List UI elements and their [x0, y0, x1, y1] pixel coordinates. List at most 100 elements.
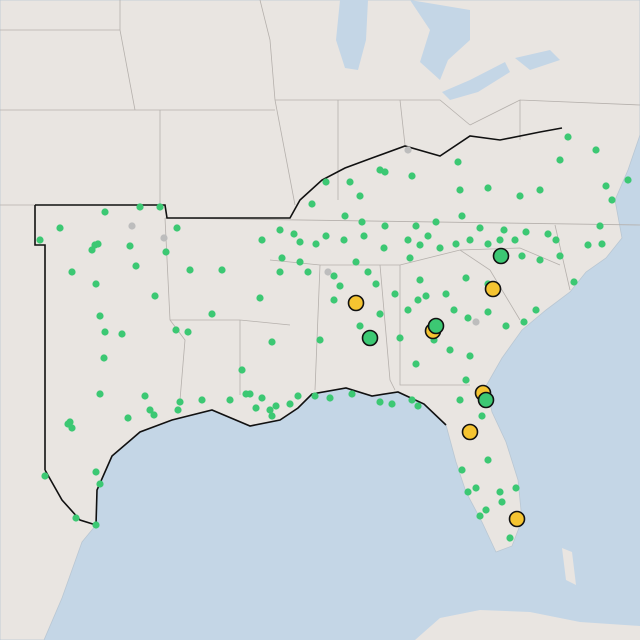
major-site-yellow [484, 280, 502, 298]
site-marker [564, 133, 572, 141]
site-marker [452, 240, 460, 248]
cuba [415, 610, 640, 640]
major-site-yellow [461, 423, 479, 441]
site-marker [408, 172, 416, 180]
site-marker-gray [128, 222, 136, 230]
site-marker [36, 236, 44, 244]
site-marker [462, 274, 470, 282]
site-marker [376, 310, 384, 318]
major-site-green [492, 247, 510, 265]
site-marker [532, 306, 540, 314]
site-marker [173, 224, 181, 232]
site-marker [68, 268, 76, 276]
site-marker [126, 242, 134, 250]
site-marker [294, 392, 302, 400]
site-marker [101, 328, 109, 336]
site-marker [176, 398, 184, 406]
site-marker [376, 398, 384, 406]
site-marker [118, 330, 126, 338]
site-marker [498, 498, 506, 506]
site-marker [466, 352, 474, 360]
site-marker [146, 406, 154, 414]
site-marker [466, 236, 474, 244]
site-marker [184, 328, 192, 336]
site-marker-gray [324, 268, 332, 276]
site-marker [624, 176, 632, 184]
site-marker [304, 268, 312, 276]
site-marker [141, 392, 149, 400]
lake-michigan [336, 0, 368, 70]
site-marker [496, 488, 504, 496]
site-marker [308, 200, 316, 208]
site-marker [101, 208, 109, 216]
major-site-green [477, 391, 495, 409]
site-marker [464, 488, 472, 496]
site-marker [458, 466, 466, 474]
site-marker [96, 390, 104, 398]
site-marker [256, 294, 264, 302]
site-marker [330, 296, 338, 304]
lake-ontario [515, 50, 560, 70]
site-marker [360, 232, 368, 240]
site-marker [322, 232, 330, 240]
site-marker [414, 402, 422, 410]
site-marker [404, 306, 412, 314]
site-marker [266, 406, 274, 414]
site-marker [381, 222, 389, 230]
site-marker [388, 400, 396, 408]
site-marker [416, 276, 424, 284]
site-marker [358, 218, 366, 226]
site-marker [286, 400, 294, 408]
site-marker [162, 248, 170, 256]
site-marker [506, 534, 514, 542]
site-marker [364, 268, 372, 276]
site-marker [92, 468, 100, 476]
site-marker [454, 158, 462, 166]
site-marker [290, 230, 298, 238]
site-marker [536, 186, 544, 194]
site-marker [456, 186, 464, 194]
site-marker [326, 394, 334, 402]
site-marker [422, 292, 430, 300]
site-marker [156, 203, 164, 211]
major-site-yellow [508, 510, 526, 528]
site-marker [41, 472, 49, 480]
site-marker [570, 278, 578, 286]
site-marker [174, 406, 182, 414]
site-marker [186, 266, 194, 274]
site-marker [424, 232, 432, 240]
site-marker [96, 312, 104, 320]
site-marker [94, 240, 102, 248]
site-marker [372, 280, 380, 288]
site-marker [602, 182, 610, 190]
site-marker [556, 156, 564, 164]
site-marker [396, 334, 404, 342]
site-marker [276, 268, 284, 276]
site-marker [404, 236, 412, 244]
site-marker [336, 282, 344, 290]
site-marker [412, 222, 420, 230]
site-marker [608, 196, 616, 204]
lake-erie [442, 62, 510, 100]
site-marker [312, 240, 320, 248]
site-marker [380, 244, 388, 252]
site-marker [596, 222, 604, 230]
site-marker-gray [404, 146, 412, 154]
site-marker [151, 292, 159, 300]
site-marker [484, 240, 492, 248]
region-outline [34, 127, 563, 526]
site-marker [352, 258, 360, 266]
site-marker [258, 236, 266, 244]
site-marker [500, 226, 508, 234]
site-marker [391, 290, 399, 298]
site-marker [322, 178, 330, 186]
site-marker [238, 366, 246, 374]
site-marker [478, 412, 486, 420]
site-marker [442, 290, 450, 298]
site-marker [296, 238, 304, 246]
site-marker [556, 252, 564, 260]
site-marker [450, 306, 458, 314]
site-marker [296, 258, 304, 266]
site-marker [132, 262, 140, 270]
